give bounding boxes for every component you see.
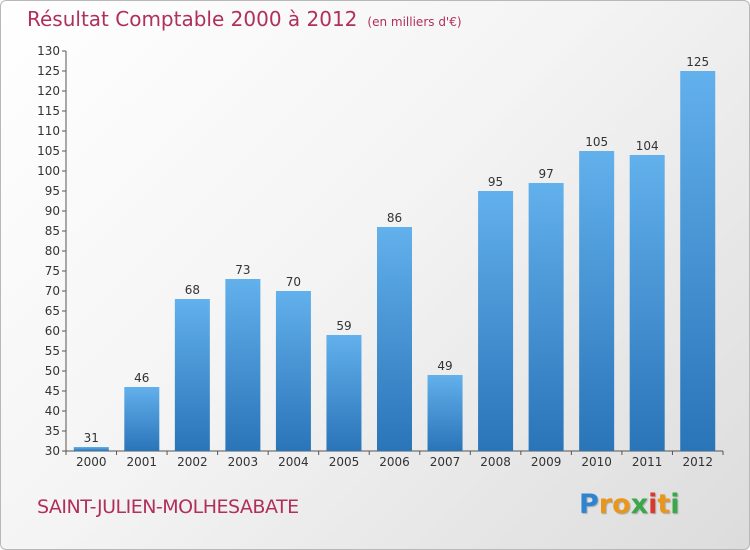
x-tick-label: 2012 [682,455,713,469]
x-tick-label: 2000 [76,455,107,469]
bar [528,183,564,451]
logo-letter: i [670,489,680,520]
y-tick-label: 45 [45,384,60,398]
y-tick-label: 65 [45,304,60,318]
bar [680,71,716,451]
bar-value-label: 104 [636,139,659,153]
y-tick-label: 60 [45,324,60,338]
x-tick-label: 2011 [632,455,663,469]
x-tick-label: 2005 [329,455,360,469]
x-tick-label: 2003 [228,455,259,469]
x-tick-label: 2007 [430,455,461,469]
y-tick-label: 85 [45,224,60,238]
bar [174,299,210,451]
logo-letter: t [657,489,671,520]
logo-letter: r [598,489,613,520]
y-tick-label: 75 [45,264,60,278]
y-tick-label: 130 [37,44,60,58]
bar [377,227,412,451]
y-tick-label: 105 [37,144,60,158]
logo-letter: i [648,489,658,520]
y-tick-label: 115 [37,104,60,118]
x-tick-label: 2004 [278,455,309,469]
bar [124,387,160,451]
bar [326,335,362,451]
proxiti-logo: Proxiti [579,489,680,520]
y-tick-label: 80 [45,244,60,258]
x-tick-label: 2006 [379,455,410,469]
y-tick-label: 90 [45,204,60,218]
bar [579,151,615,451]
bar-value-label: 46 [134,371,149,385]
y-tick-label: 35 [45,424,60,438]
chart-axes: 30 35 40 45 50 55 60 65 70 75 80 85 90 95 100 105 110 115… [37,44,724,469]
y-tick-label: 110 [37,124,60,138]
bar [427,375,463,451]
x-tick-label: 2002 [177,455,208,469]
y-tick-label: 50 [45,364,60,378]
chart-subtitle: (en milliers d'€) [367,15,462,29]
bar-value-label: 105 [585,135,608,149]
bar-value-label: 70 [286,275,301,289]
bar [629,155,665,451]
y-tick-label: 30 [45,444,60,458]
x-tick-label: 2008 [480,455,511,469]
bar-value-label: 73 [235,263,250,277]
chart-title: Résultat Comptable 2000 à 2012 (en millie… [27,7,462,31]
y-tick-label: 40 [45,404,60,418]
bar-value-label: 59 [336,319,351,333]
y-tick-label: 125 [37,64,60,78]
bar [275,291,311,451]
bar-value-label: 49 [437,359,452,373]
bar [225,279,261,451]
y-tick-label: 100 [37,164,60,178]
bar-value-label: 31 [84,431,99,445]
chart-data-labels: 31 46 68 73 70 59 86 49 95 97 105 104 125 [84,55,710,445]
bar-value-label: 95 [488,175,503,189]
logo-letter: x [630,489,649,520]
bar-value-label: 97 [538,167,553,181]
y-tick-label: 70 [45,284,60,298]
bar [478,191,514,451]
city-name: SAINT-JULIEN-MOLHESABATE [37,496,299,518]
x-tick-label: 2001 [127,455,158,469]
x-tick-label: 2009 [531,455,562,469]
bar-value-label: 86 [387,211,402,225]
x-tick-label: 2010 [581,455,612,469]
chart-bars [73,71,716,451]
bar [73,447,109,451]
y-tick-label: 120 [37,84,60,98]
chart-title-text: Résultat Comptable 2000 à 2012 [27,7,358,31]
y-tick-label: 55 [45,344,60,358]
bar-value-label: 125 [686,55,709,69]
logo-letter: o [612,489,631,520]
logo-letter: P [579,489,599,520]
y-tick-label: 95 [45,184,60,198]
bar-value-label: 68 [185,283,200,297]
